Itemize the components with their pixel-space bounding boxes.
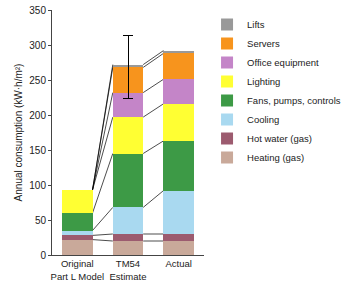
svg-text:Fans, pumps, controls: Fans, pumps, controls [247, 95, 341, 106]
svg-text:300: 300 [29, 40, 46, 51]
svg-text:Actual: Actual [165, 258, 191, 269]
svg-text:TM54Estimate: TM54Estimate [110, 258, 147, 281]
svg-text:Cooling: Cooling [247, 114, 279, 125]
svg-text:Servers: Servers [247, 38, 280, 49]
svg-text:Hot water (gas): Hot water (gas) [247, 133, 312, 144]
svg-text:Office equipment: Office equipment [247, 57, 319, 68]
svg-text:0: 0 [40, 250, 46, 261]
svg-text:50: 50 [35, 215, 47, 226]
svg-text:150: 150 [29, 145, 46, 156]
svg-text:Lighting: Lighting [247, 76, 280, 87]
svg-text:250: 250 [29, 75, 46, 86]
svg-text:Lifts: Lifts [247, 19, 265, 30]
svg-text:200: 200 [29, 110, 46, 121]
svg-text:100: 100 [29, 180, 46, 191]
svg-text:Annual consumption (kW·h/m²): Annual consumption (kW·h/m²) [13, 64, 24, 202]
svg-text:Heating (gas): Heating (gas) [247, 152, 304, 163]
svg-text:350: 350 [29, 5, 46, 16]
svg-text:OriginalPart L Model: OriginalPart L Model [51, 258, 105, 281]
